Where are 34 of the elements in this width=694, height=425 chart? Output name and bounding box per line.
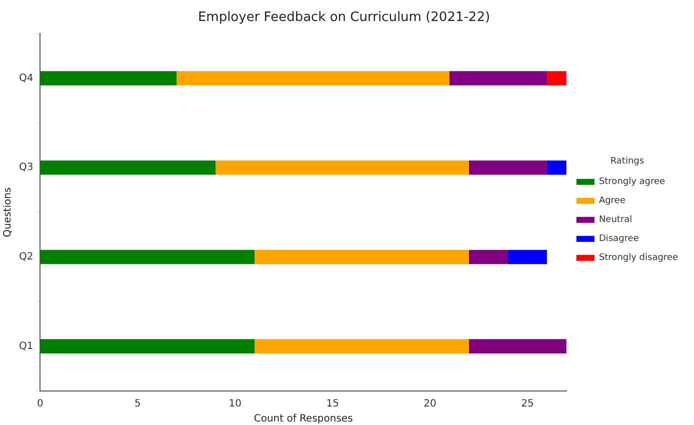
legend-label: Strongly agree (598, 177, 666, 188)
bar (546, 160, 566, 175)
chart-title: Employer Feedback on Curriculum (2021-22) (198, 10, 490, 26)
x-tick-label: 15 (326, 398, 339, 410)
bar (176, 71, 450, 86)
legend-label: Strongly disagree (598, 253, 678, 264)
bar (254, 250, 469, 264)
bar (546, 71, 566, 86)
y-axis-title: Questions (2, 187, 14, 238)
bar (40, 160, 216, 175)
bar (468, 339, 566, 354)
y-tick-label: Q1 (19, 340, 34, 352)
bar (254, 339, 469, 354)
bar (216, 160, 469, 175)
y-tick-label: Q4 (19, 72, 34, 84)
x-tick-label: 20 (424, 398, 436, 410)
bar (40, 250, 255, 264)
legend-label: Agree (598, 196, 626, 206)
bar (468, 160, 547, 175)
legend-title: Ratings (610, 156, 644, 166)
legend-label: Disagree (598, 234, 640, 244)
bar (468, 250, 508, 264)
bar (508, 250, 547, 264)
x-tick-label: 25 (521, 398, 534, 410)
bar (40, 71, 177, 86)
y-tick-label: Q3 (19, 162, 34, 174)
x-tick-label: 0 (37, 398, 44, 410)
x-axis-title: Count of Responses (254, 414, 353, 425)
bar (450, 71, 547, 86)
x-tick-label: 5 (134, 398, 141, 410)
x-tick-label: 10 (228, 398, 242, 410)
bar (40, 339, 255, 354)
y-tick-label: Q2 (19, 252, 34, 263)
legend-label: Neutral (598, 215, 632, 226)
